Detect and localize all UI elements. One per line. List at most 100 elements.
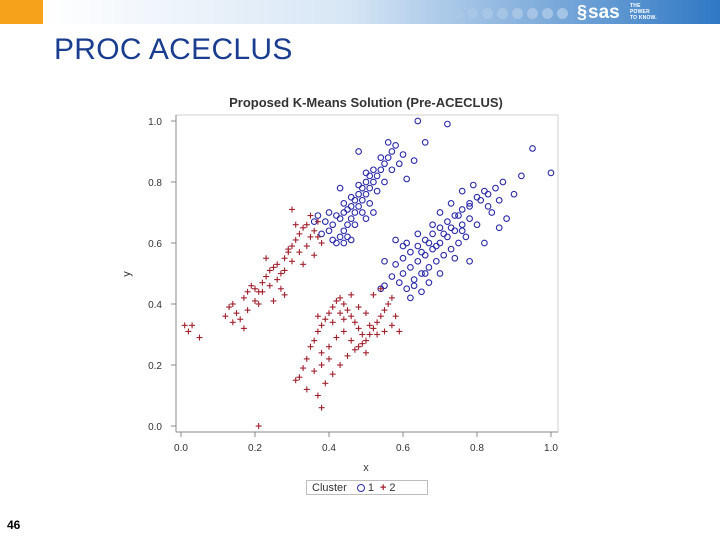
- cluster-1-point: [418, 288, 425, 296]
- cluster-2-point: [229, 301, 236, 307]
- cluster-1-point: [395, 279, 403, 287]
- cluster-1-point: [447, 224, 455, 232]
- cluster-1-point: [325, 209, 333, 216]
- cluster-2-point: [307, 212, 314, 219]
- cluster-2-point: [333, 334, 340, 341]
- cluster-1-point: [455, 212, 462, 219]
- y-tick-label: 0.8: [148, 178, 162, 189]
- cluster-1-point: [414, 117, 422, 125]
- y-tick-label: 0.6: [148, 239, 162, 250]
- cluster-2-point: [259, 288, 266, 295]
- cluster-2-point: [370, 291, 377, 298]
- cluster-2-point: [263, 255, 270, 262]
- cluster-2-point: [363, 349, 369, 356]
- cluster-1-point: [436, 224, 444, 232]
- cluster-2-point: [337, 310, 344, 317]
- cluster-1-point: [377, 166, 385, 174]
- cluster-2-point: [196, 334, 203, 341]
- header-dots-decoration: [452, 6, 572, 19]
- cluster-1-point: [458, 187, 466, 195]
- cluster-1-point: [347, 215, 355, 222]
- cluster-1-point: [466, 215, 473, 222]
- cluster-2-point: [270, 297, 277, 304]
- cluster-2-point: [385, 301, 392, 307]
- cluster-1-point: [403, 285, 411, 293]
- cluster-2-point: [185, 328, 192, 335]
- cluster-2-point: [366, 331, 373, 338]
- cluster-2-point: [263, 273, 270, 280]
- cluster-1-point: [425, 239, 433, 247]
- sas-swirl-icon: §: [577, 2, 588, 22]
- cluster-1-point: [458, 206, 466, 213]
- x-tick-label: 0.8: [470, 443, 484, 454]
- cluster-1-point: [407, 264, 414, 271]
- cluster-2-point: [355, 343, 362, 350]
- tagline-line-1: THE: [630, 3, 641, 9]
- cluster-2-point: [359, 340, 366, 347]
- y-tick-label: 0.4: [148, 300, 162, 311]
- cluster-2-point: [314, 313, 321, 320]
- cluster-1-point: [451, 212, 459, 219]
- cluster-2-point: [277, 270, 284, 277]
- cluster-2-point: [355, 325, 362, 332]
- cluster-1-point: [518, 172, 525, 180]
- cluster-1-point: [373, 172, 381, 180]
- cluster-1-point: [444, 120, 451, 128]
- cluster-2-point: [292, 377, 299, 384]
- cluster-2-point: [311, 227, 318, 234]
- cluster-2-point: [300, 224, 307, 231]
- tagline-line-2: POWER: [630, 9, 650, 15]
- cluster-1-point: [432, 257, 440, 265]
- cluster-1-point: [347, 236, 355, 244]
- cluster-2-point: [274, 261, 281, 268]
- cluster-1-point: [344, 221, 351, 229]
- cluster-2-point: [277, 285, 284, 292]
- cluster-1-point: [529, 145, 536, 152]
- sas-tagline: THE POWER TO KNOW.: [630, 3, 657, 21]
- cluster-2-point: [318, 362, 325, 368]
- cluster-1-point: [407, 248, 414, 256]
- cluster-2-point: [229, 319, 236, 326]
- cluster-1-point: [399, 270, 407, 277]
- cluster-1-point: [484, 203, 492, 210]
- cluster-1-point: [473, 221, 481, 229]
- cluster-1-point: [447, 245, 455, 253]
- cluster-1-point: [395, 160, 403, 168]
- cluster-1-point: [414, 257, 422, 265]
- cluster-2-point: [388, 322, 395, 329]
- cluster-1-point: [388, 148, 396, 155]
- cluster-2-point: [381, 328, 388, 335]
- cluster-2-point: [296, 230, 303, 237]
- cluster-2-point: [303, 221, 310, 228]
- cluster-1-point: [362, 169, 370, 177]
- cluster-1-point: [421, 139, 429, 146]
- cluster-1-point: [355, 148, 362, 155]
- x-axis-label: x: [363, 462, 369, 474]
- y-axis-label: y: [121, 271, 133, 277]
- cluster-2-point: [233, 310, 240, 317]
- cluster-2-point: [296, 249, 303, 256]
- legend-title: Cluster: [312, 481, 347, 494]
- cluster-1-point: [418, 248, 425, 256]
- data-points: [181, 117, 555, 429]
- cluster-1-point: [458, 227, 466, 235]
- y-tick-label: 0.2: [148, 361, 162, 372]
- cluster-1-point: [388, 166, 396, 174]
- legend-label-2: 2: [389, 481, 396, 494]
- cluster-2-point: [329, 304, 336, 311]
- cluster-2-point: [344, 307, 351, 314]
- cluster-1-point: [370, 166, 377, 174]
- cluster-2-point: [370, 325, 377, 332]
- cluster-1-point: [403, 175, 411, 183]
- cluster-1-point: [481, 239, 488, 247]
- cluster-2-point: [307, 233, 314, 240]
- cluster-2-point: [240, 325, 247, 332]
- cluster-1-point: [447, 200, 455, 207]
- cluster-1-point: [362, 178, 370, 186]
- cluster-2-point: [281, 291, 288, 298]
- cluster-1-point: [410, 282, 418, 290]
- cluster-1-point: [455, 239, 462, 247]
- cluster-1-point: [340, 227, 348, 235]
- cluster-1-point: [466, 257, 473, 265]
- header-band: [43, 0, 720, 24]
